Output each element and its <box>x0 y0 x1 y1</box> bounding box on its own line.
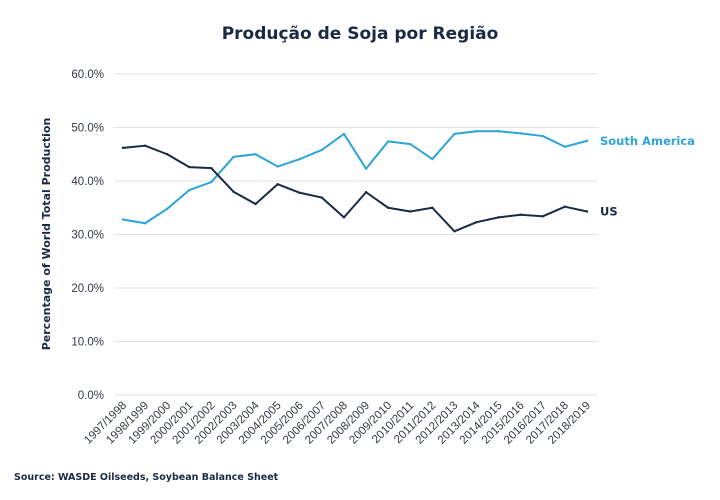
data-point-south-america <box>121 218 125 221</box>
y-tick-label: 30.0% <box>71 230 104 242</box>
data-point-south-america <box>320 148 324 152</box>
y-tick-label: 20.0% <box>71 283 104 295</box>
data-point-us <box>188 165 191 169</box>
data-point-south-america <box>386 140 390 143</box>
data-point-south-america <box>519 132 522 135</box>
y-tick-label: 60.0% <box>71 69 104 81</box>
data-point-south-america <box>409 142 412 146</box>
data-point-south-america <box>143 222 147 225</box>
data-point-us <box>453 230 456 233</box>
data-point-south-america <box>563 145 567 148</box>
data-point-south-america <box>364 167 368 170</box>
x-axis-ticks: 1997/19981998/19991999/20002000/20012001… <box>82 399 593 446</box>
data-point-us <box>342 216 346 219</box>
series-label-south-america: South America <box>600 134 695 148</box>
series-labels: South America US <box>600 134 695 219</box>
data-point-us <box>232 190 235 193</box>
data-point-us <box>276 183 279 186</box>
data-point-south-america <box>453 132 456 136</box>
series <box>121 130 589 233</box>
data-point-us <box>165 153 169 156</box>
data-point-us <box>210 166 213 170</box>
data-point-us <box>431 206 434 209</box>
y-axis-label: Percentage of World Total Production <box>40 118 53 351</box>
data-point-south-america <box>298 157 301 161</box>
data-point-us <box>541 215 545 218</box>
data-point-us <box>143 144 147 147</box>
data-point-south-america <box>165 207 169 211</box>
data-point-us <box>121 146 125 150</box>
data-point-us <box>364 191 368 194</box>
data-point-south-america <box>497 130 500 133</box>
data-point-us <box>386 206 390 209</box>
data-point-south-america <box>188 188 191 192</box>
data-point-south-america <box>210 180 213 184</box>
data-point-south-america <box>342 132 346 136</box>
y-axis-ticks: 0.0% 10.0% 20.0% 30.0% 40.0% 50.0% 60.0% <box>71 69 104 402</box>
data-point-us <box>585 210 589 213</box>
data-point-us <box>497 216 500 219</box>
y-tick-label: 10.0% <box>71 337 104 349</box>
data-point-south-america <box>431 157 434 161</box>
data-point-us <box>320 196 324 199</box>
data-point-south-america <box>276 165 279 168</box>
data-point-south-america <box>475 130 478 133</box>
data-point-south-america <box>541 134 545 138</box>
data-point-south-america <box>585 139 589 143</box>
data-point-south-america <box>232 155 235 159</box>
data-point-us <box>298 191 301 194</box>
series-line-us <box>122 144 588 233</box>
source-note: Source: WASDE Oilseeds, Soybean Balance … <box>14 472 279 483</box>
data-point-us <box>254 202 257 206</box>
y-tick-label: 50.0% <box>71 123 104 135</box>
grid <box>114 73 598 396</box>
data-point-us <box>563 205 567 208</box>
series-label-us: US <box>600 204 618 218</box>
chart-title: Produção de Soja por Região <box>222 24 499 44</box>
data-point-south-america <box>254 153 257 156</box>
data-point-us <box>475 220 478 224</box>
series-line-south-america <box>122 130 588 225</box>
data-point-us <box>409 210 412 213</box>
y-tick-label: 0.0% <box>78 390 104 402</box>
data-point-us <box>519 213 522 216</box>
y-tick-label: 40.0% <box>71 176 104 188</box>
